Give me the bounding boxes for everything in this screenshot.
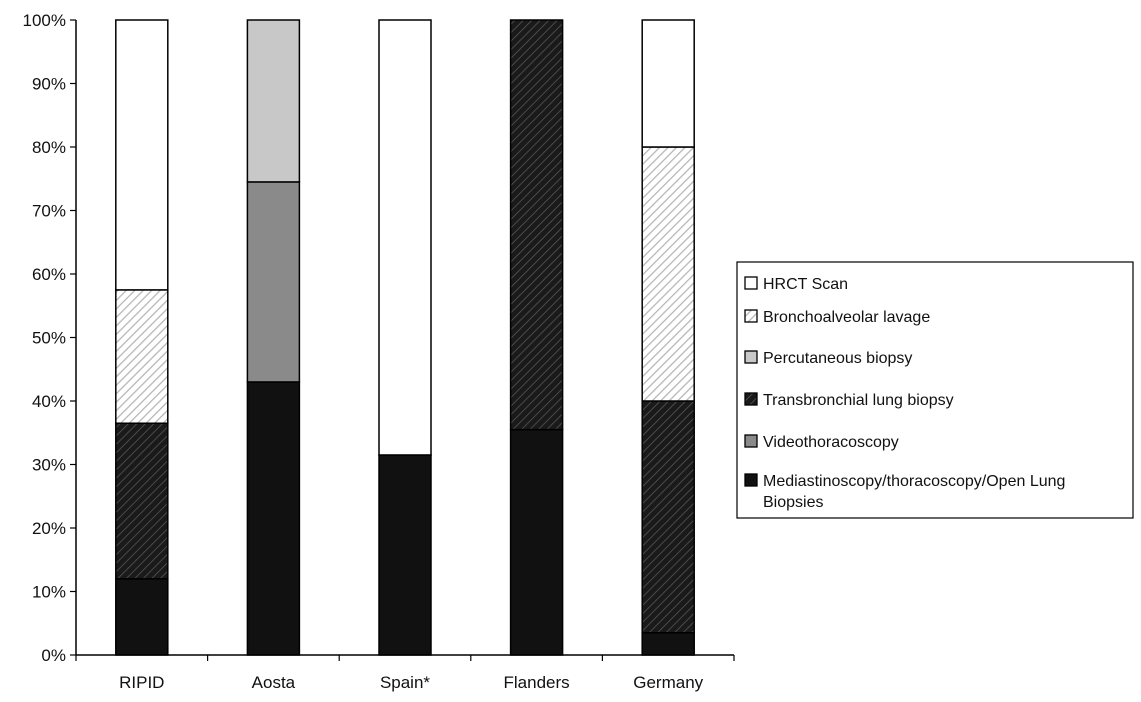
bar-stack-ripid [115,19,169,656]
bar-stack-germany [641,19,695,656]
bar-stack-aosta [246,19,301,656]
legend-swatch [744,276,758,290]
y-tick-label: 80% [32,138,66,157]
legend: HRCT Scan Bronchoalveolar lavage Percutane… [736,261,1134,519]
bar-segment-mediastinoscopy-thoracoscopy-open-lung-biopsies [378,454,432,656]
y-tick-label: 90% [32,75,66,94]
y-tick-label: 60% [32,265,66,284]
bar-segment-transbronchial-lung-biopsy [641,400,695,634]
bar-stack-spain [378,19,432,656]
bar-segment-hrct-scan [115,19,169,291]
y-tick-label: 30% [32,456,66,475]
bar-stack-flanders [509,19,564,656]
y-tick-label: 20% [32,519,66,538]
legend-swatch [744,392,758,406]
legend-item-hrct-scan: HRCT Scan [744,276,848,293]
legend-label: Mediastinoscopy/thoracoscopy/Open Lung Bi… [763,473,1065,511]
bar-segment-transbronchial-lung-biopsy [509,19,564,431]
y-tick-label: 70% [32,202,66,221]
bars [115,19,695,656]
bar-segment-hrct-scan [378,19,432,456]
legend-item-transbronchial-lung-biopsy: Transbronchial lung biopsy [744,392,954,409]
y-tick-label: 50% [32,329,66,348]
legend-item-bronchoalveolar-lavage: Bronchoalveolar lavage [744,309,930,326]
x-category-label: RIPID [119,673,164,692]
legend-label: Videothoracoscopy [763,434,899,451]
legend-swatch [744,434,758,448]
legend-box [736,261,1134,519]
legend-swatch [744,309,758,323]
y-tick-label: 40% [32,392,66,411]
bar-segment-bronchoalveolar-lavage [641,146,695,402]
legend-label: HRCT Scan [763,276,848,293]
bar-segment-mediastinoscopy-thoracoscopy-open-lung-biopsies [246,381,301,656]
legend-item-videothoracoscopy: Videothoracoscopy [744,434,899,451]
y-tick-label: 100% [23,11,66,30]
bar-segment-mediastinoscopy-thoracoscopy-open-lung-biopsies [115,578,169,656]
bar-segment-hrct-scan [641,19,695,148]
bar-segment-mediastinoscopy-thoracoscopy-open-lung-biopsies [509,428,564,656]
x-category-label: Germany [633,673,703,692]
bar-segment-percutaneous-biopsy [246,19,301,183]
legend-label: Bronchoalveolar lavage [763,309,930,326]
bar-segment-transbronchial-lung-biopsy [115,422,169,580]
x-category-label: Aosta [252,673,296,692]
legend-label: Percutaneous biopsy [763,350,912,367]
axis-labels: 0% 10% 20% 30% 40% 50% 60% 70% 80% 90% 100% RIPID Ao… [23,11,704,692]
bar-segment-videothoracoscopy [246,181,301,383]
y-tick-label: 0% [41,646,66,665]
axes [70,19,735,661]
bar-segment-bronchoalveolar-lavage [115,289,169,424]
x-category-label: Flanders [504,673,570,692]
bar-segment-mediastinoscopy-thoracoscopy-open-lung-biopsies [641,632,695,656]
legend-item-percutaneous-biopsy: Percutaneous biopsy [744,350,912,367]
legend-swatch [744,350,758,364]
y-tick-label: 10% [32,583,66,602]
legend-swatch [744,473,758,487]
x-category-label: Spain* [380,673,430,692]
legend-label: Transbronchial lung biopsy [763,392,954,409]
legend-item-mediastinoscopy-thoracoscopy-open-lung-biopsies: Mediastinoscopy/thoracoscopy/Open Lung Bi… [744,473,1065,511]
